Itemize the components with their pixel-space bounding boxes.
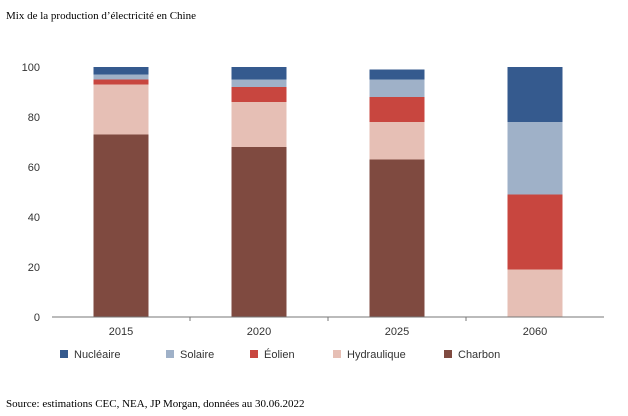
bar-segment-2025-hydraulique	[369, 122, 425, 160]
legend-swatch-hydraulique	[333, 350, 341, 358]
x-axis: 2015 2020 2025 2060	[109, 317, 547, 338]
bar-segment-2060-éolien	[507, 194, 563, 270]
legend-swatch-éolien	[250, 350, 258, 358]
legend: Nucléaire Solaire Éolien Hydraulique Charbon	[60, 348, 500, 361]
bar-segment-2025-solaire	[369, 79, 425, 97]
legend-swatch-charbon	[444, 350, 452, 358]
bar-segment-2015-nucléaire	[93, 67, 149, 75]
bar-segment-2020-nucléaire	[231, 67, 287, 80]
bar-segment-2015-solaire	[93, 74, 149, 80]
legend-label: Charbon	[458, 349, 500, 361]
x-tick-label: 2015	[109, 326, 133, 338]
bar-segment-2020-éolien	[231, 87, 287, 102]
legend-label: Hydraulique	[347, 349, 406, 361]
bar-segment-2015-charbon	[93, 134, 149, 317]
bar-segment-2015-éolien	[93, 79, 149, 85]
x-tick-label: 2025	[385, 326, 409, 338]
x-tick-label: 2020	[247, 326, 271, 338]
bars	[93, 67, 563, 317]
bar-segment-2015-hydraulique	[93, 84, 149, 135]
y-tick-label: 80	[28, 112, 40, 124]
chart-title: Mix de la production d’électricité en Ch…	[6, 10, 196, 22]
x-tick-label: 2060	[523, 326, 547, 338]
bar-segment-2060-solaire	[507, 122, 563, 195]
bar-segment-2025-éolien	[369, 97, 425, 122]
legend-swatch-solaire	[166, 350, 174, 358]
bar-segment-2020-charbon	[231, 147, 287, 317]
bar-segment-2060-nucléaire	[507, 67, 563, 122]
y-tick-label: 0	[34, 312, 40, 324]
bar-segment-2025-nucléaire	[369, 69, 425, 80]
legend-label: Solaire	[180, 349, 214, 361]
bar-segment-2020-solaire	[231, 79, 287, 87]
y-tick-label: 40	[28, 212, 40, 224]
bar-segment-2025-charbon	[369, 159, 425, 317]
legend-label: Éolien	[264, 348, 295, 361]
y-axis: 0 20 40 60 80 100	[22, 62, 40, 324]
y-tick-label: 20	[28, 262, 40, 274]
legend-swatch-nucléaire	[60, 350, 68, 358]
bar-segment-2020-hydraulique	[231, 102, 287, 147]
y-tick-label: 100	[22, 62, 40, 74]
source-note: Source: estimations CEC, NEA, JP Morgan,…	[6, 398, 305, 410]
y-tick-label: 60	[28, 162, 40, 174]
legend-label: Nucléaire	[74, 349, 120, 361]
bar-segment-2060-hydraulique	[507, 269, 563, 317]
